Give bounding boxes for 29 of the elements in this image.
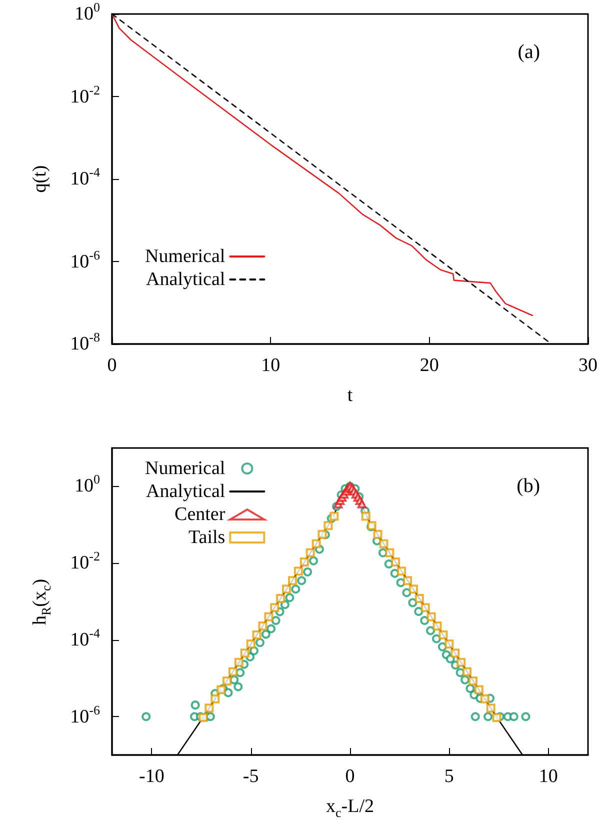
y-tick-label: 10$^{0}$: [74, 472, 100, 497]
y-axis-title: q(t): [30, 165, 50, 193]
x-tick-label: -5: [242, 766, 259, 787]
x-tick-label: 10: [538, 766, 558, 787]
x-tick-label: 0: [107, 355, 117, 376]
x-tick-label: 10: [261, 355, 280, 376]
y-tick-label: 10$^{0}$: [74, 0, 100, 24]
legend-label: Analytical: [146, 269, 226, 290]
y-tick-label: 10$^{-6}$: [70, 247, 100, 272]
legend-label: Analytical: [146, 481, 226, 502]
annotation: (a): [518, 41, 540, 63]
y-tick-label: 10$^{-2}$: [70, 548, 100, 574]
x-axis-title: t: [347, 385, 353, 406]
y-tick-label: 10$^{-2}$: [70, 82, 100, 107]
legend-label: Numerical: [144, 246, 226, 267]
x-tick-label: 30: [578, 355, 598, 376]
legend-label: Numerical: [144, 458, 226, 479]
x-axis-title: x$_{c}$-L/2: [326, 796, 374, 820]
x-tick-label: -10: [139, 766, 164, 787]
x-tick-label: 20: [420, 355, 439, 376]
y-tick-label: 10$^{-6}$: [70, 702, 100, 728]
y-tick-label: 10$^{-8}$: [70, 330, 100, 354]
x-tick-label: 5: [444, 766, 454, 787]
y-tick-label: 10$^{-4}$: [70, 164, 100, 190]
annotation: (b): [516, 475, 540, 497]
x-tick-label: 0: [345, 766, 355, 787]
y-tick-label: 10$^{-4}$: [70, 625, 100, 650]
legend-label: Tails: [188, 527, 226, 548]
legend-label: Center: [174, 504, 226, 525]
